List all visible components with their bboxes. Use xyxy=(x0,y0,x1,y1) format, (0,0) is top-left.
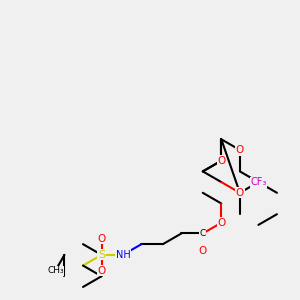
Text: O: O xyxy=(199,246,207,256)
Text: O: O xyxy=(236,188,244,198)
Text: S: S xyxy=(98,250,105,260)
Text: O: O xyxy=(217,218,226,228)
Text: NH: NH xyxy=(116,250,130,260)
Text: O: O xyxy=(236,145,244,155)
Text: CH₃: CH₃ xyxy=(47,266,64,275)
Text: O: O xyxy=(217,156,226,166)
Text: O: O xyxy=(98,266,106,276)
Text: O: O xyxy=(98,234,106,244)
Text: C: C xyxy=(200,229,206,238)
Text: CF₃: CF₃ xyxy=(250,177,267,187)
